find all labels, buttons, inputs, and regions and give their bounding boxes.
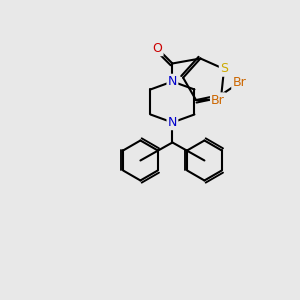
Text: S: S [220,62,228,76]
Text: N: N [168,75,177,88]
Text: N: N [168,116,177,129]
Text: Br: Br [232,76,246,89]
Text: Br: Br [211,94,225,106]
Text: O: O [152,42,162,55]
